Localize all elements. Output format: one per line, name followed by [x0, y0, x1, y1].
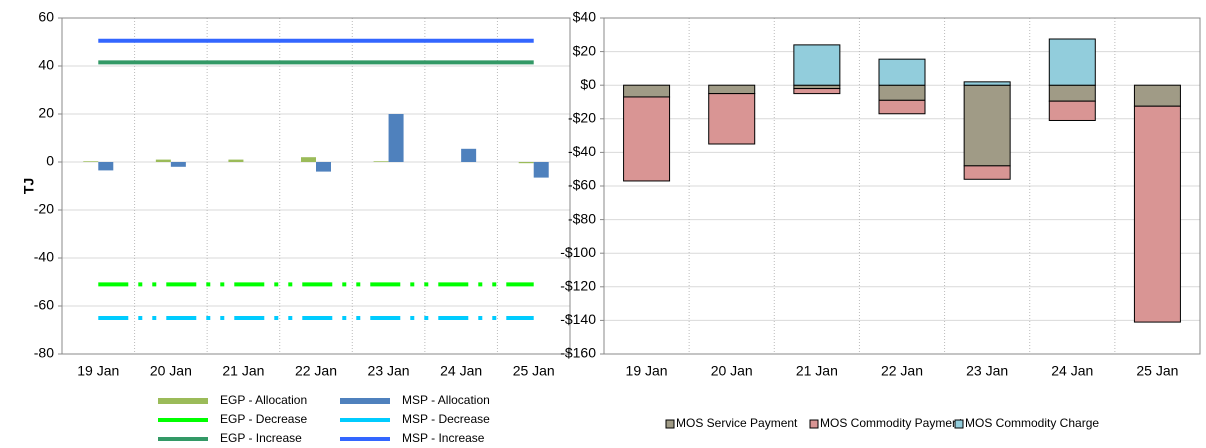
y-tick-label: 20 — [38, 105, 54, 121]
legend-label: MOS Service Payment — [676, 416, 798, 430]
legend-label: MOS Commodity Charge — [965, 416, 1099, 430]
legend-swatch — [809, 419, 819, 429]
bar — [301, 157, 316, 162]
x-tick-label: 22 Jan — [881, 363, 923, 379]
bar — [388, 114, 404, 162]
bar-segment — [1133, 105, 1181, 323]
bar — [518, 162, 534, 164]
y-axis-label: TJ — [21, 178, 37, 194]
legend-swatch — [340, 398, 390, 404]
x-tick-label: 21 Jan — [222, 363, 264, 379]
x-tick-label: 23 Jan — [966, 363, 1008, 379]
bar — [461, 148, 477, 162]
legend-label: EGP - Allocation — [220, 393, 307, 407]
bar — [533, 162, 549, 178]
x-tick-label: 20 Jan — [150, 363, 192, 379]
bar-segment — [878, 84, 926, 101]
y-tick-label: -$60 — [568, 177, 596, 193]
bar-segment — [1133, 84, 1181, 107]
x-tick-label: 21 Jan — [796, 363, 838, 379]
x-tick-label: 22 Jan — [295, 363, 337, 379]
y-tick-label: 40 — [38, 57, 54, 73]
bar-segment — [708, 93, 756, 145]
bar-segment — [963, 165, 1011, 180]
y-tick-label: -$140 — [560, 311, 596, 327]
x-tick-label: 25 Jan — [513, 363, 555, 379]
bar-segment — [1048, 38, 1096, 86]
legend-label: MSP - Allocation — [402, 393, 490, 407]
legend-label: EGP - Decrease — [220, 412, 307, 426]
legend-label: MSP - Increase — [402, 431, 485, 445]
bar-segment — [793, 84, 841, 90]
bar-segment — [1048, 84, 1096, 102]
legend-label: EGP - Increase — [220, 431, 302, 445]
x-tick-label: 24 Jan — [1051, 363, 1093, 379]
legend-swatch — [158, 398, 208, 404]
bar-segment — [1048, 100, 1096, 121]
x-tick-label: 19 Jan — [626, 363, 668, 379]
x-tick-label: 25 Jan — [1136, 363, 1178, 379]
bar — [373, 161, 389, 162]
bar — [83, 161, 99, 162]
bar-segment — [793, 44, 841, 86]
y-tick-label: -80 — [34, 345, 54, 361]
bar-segment — [793, 88, 841, 95]
x-tick-label: 24 Jan — [440, 363, 482, 379]
y-tick-label: -60 — [34, 297, 54, 313]
legend-swatch — [665, 419, 675, 429]
y-tick-label: $20 — [573, 42, 597, 58]
x-tick-label: 20 Jan — [711, 363, 753, 379]
bar-segment — [708, 84, 756, 95]
bar — [228, 159, 244, 162]
plot-border — [61, 17, 571, 355]
y-tick-label: 60 — [38, 9, 54, 25]
x-tick-label: 19 Jan — [77, 363, 119, 379]
plot-border — [603, 17, 1201, 355]
bar-segment — [623, 96, 671, 182]
bar — [170, 162, 186, 167]
bar-segment — [963, 81, 1011, 86]
y-tick-label: 0 — [46, 153, 54, 169]
y-tick-label: $40 — [573, 9, 597, 25]
y-tick-label: -40 — [34, 249, 54, 265]
y-tick-label: -$160 — [560, 345, 596, 361]
legend-label: MSP - Decrease — [402, 412, 490, 426]
y-tick-label: -20 — [34, 201, 54, 217]
y-tick-label: $0 — [580, 76, 596, 92]
bar-segment — [963, 84, 1011, 167]
y-tick-label: -$40 — [568, 143, 596, 159]
x-tick-label: 23 Jan — [368, 363, 410, 379]
y-tick-label: -$120 — [560, 278, 596, 294]
legend-label: MOS Commodity Payment — [820, 416, 963, 430]
bar-segment — [623, 84, 671, 98]
bar-segment — [878, 58, 926, 86]
legend-swatch — [954, 419, 964, 429]
bar — [155, 159, 171, 162]
bar — [98, 162, 114, 171]
y-tick-label: -$20 — [568, 110, 596, 126]
bar-segment — [878, 99, 926, 115]
y-tick-label: -$80 — [568, 210, 596, 226]
bar — [316, 162, 331, 172]
y-tick-label: -$100 — [560, 244, 596, 260]
